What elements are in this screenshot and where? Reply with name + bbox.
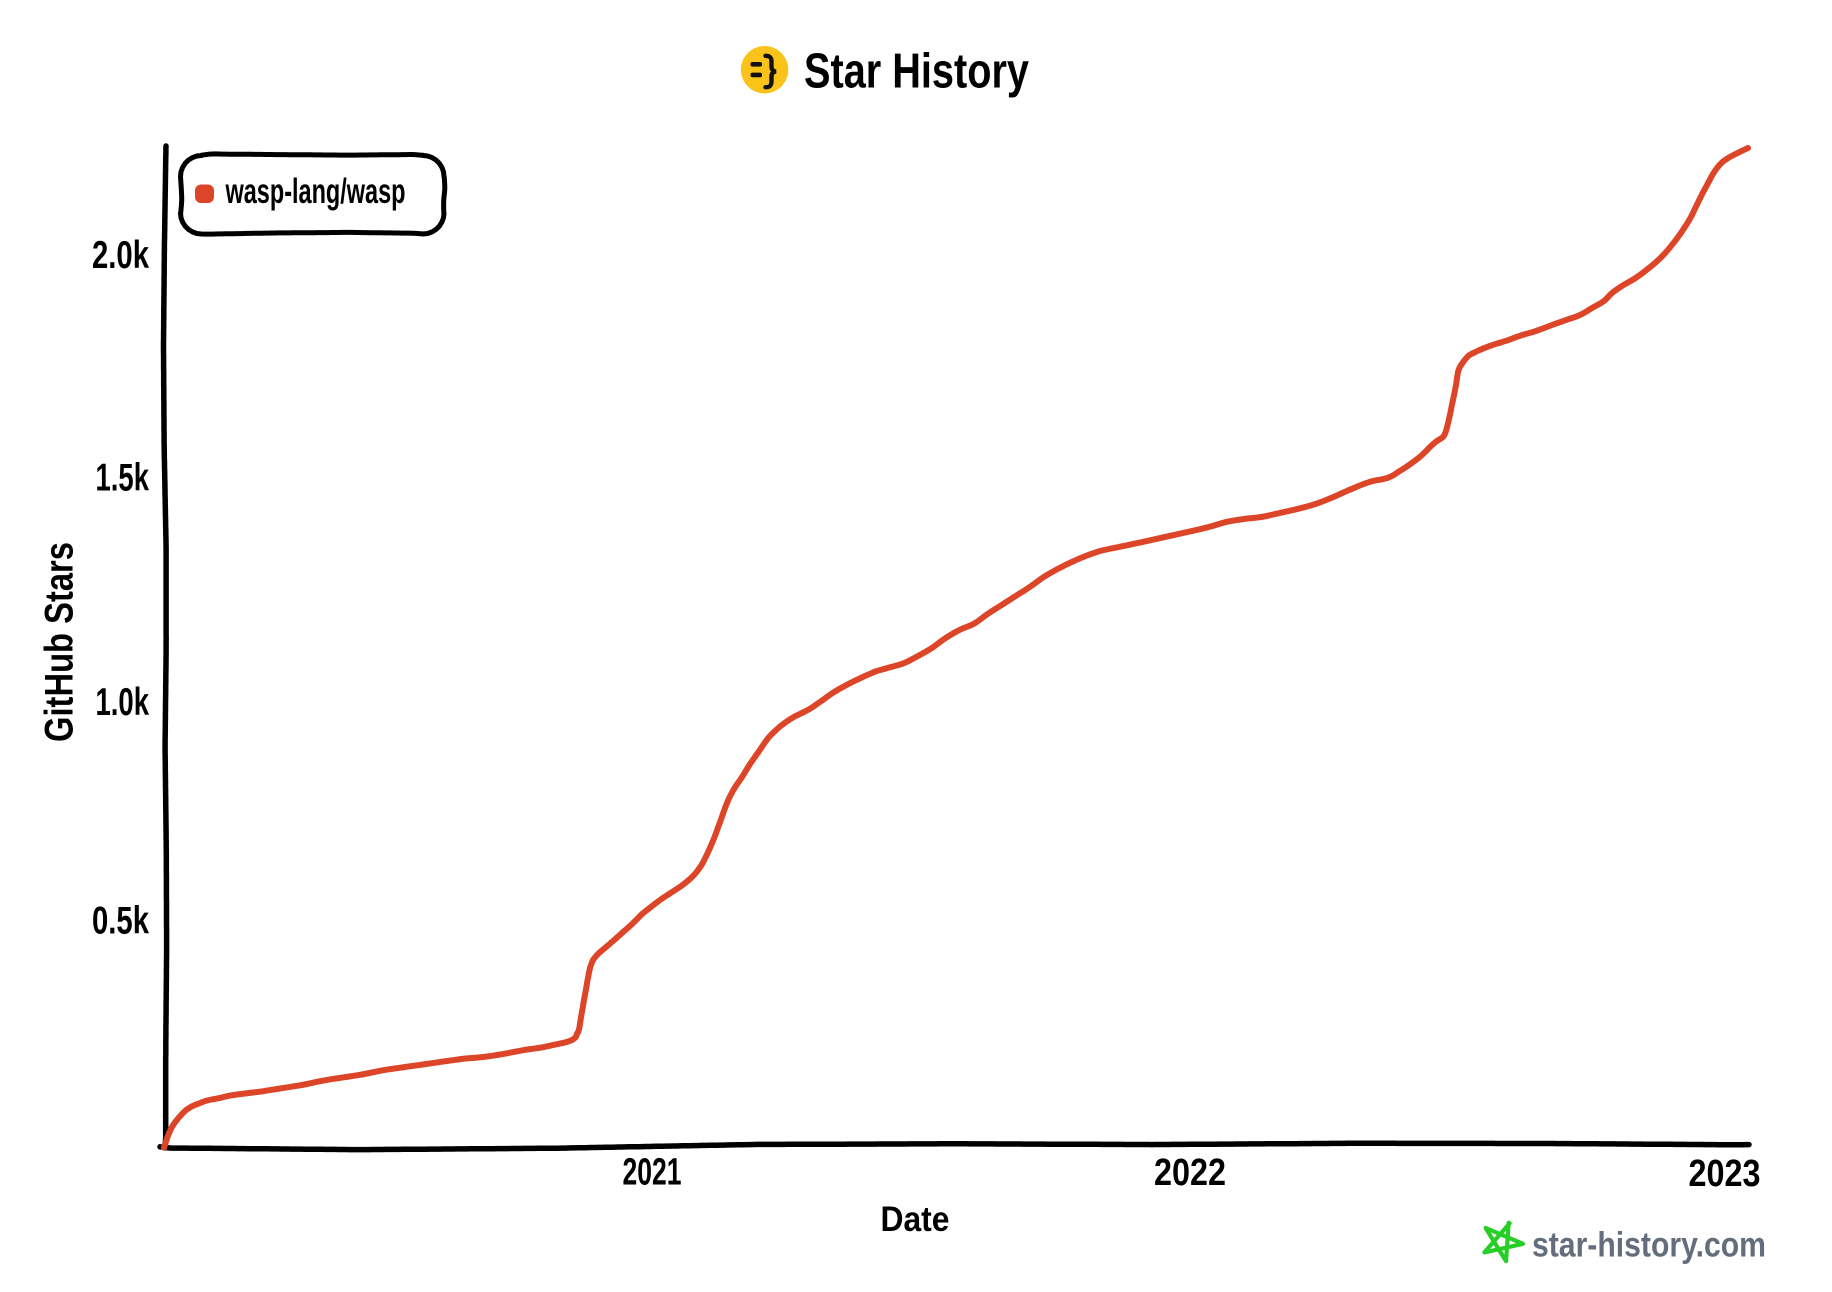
svg-text:wasp-lang/wasp: wasp-lang/wasp — [225, 172, 406, 211]
svg-text:GitHub Stars: GitHub Stars — [38, 542, 82, 742]
svg-text:1.0k: 1.0k — [96, 681, 150, 724]
svg-text:2021: 2021 — [623, 1152, 682, 1194]
svg-text:Date: Date — [881, 1200, 950, 1239]
svg-text:2.0k: 2.0k — [92, 234, 149, 277]
svg-text:star-history.com: star-history.com — [1532, 1226, 1766, 1265]
svg-text:Star History: Star History — [804, 45, 1029, 99]
svg-text:0.5k: 0.5k — [92, 900, 149, 943]
svg-text:1.5k: 1.5k — [96, 457, 150, 500]
svg-text:2022: 2022 — [1154, 1152, 1226, 1194]
svg-text:2023: 2023 — [1689, 1153, 1761, 1195]
